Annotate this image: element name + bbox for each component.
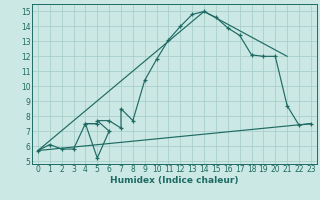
X-axis label: Humidex (Indice chaleur): Humidex (Indice chaleur) — [110, 176, 239, 185]
